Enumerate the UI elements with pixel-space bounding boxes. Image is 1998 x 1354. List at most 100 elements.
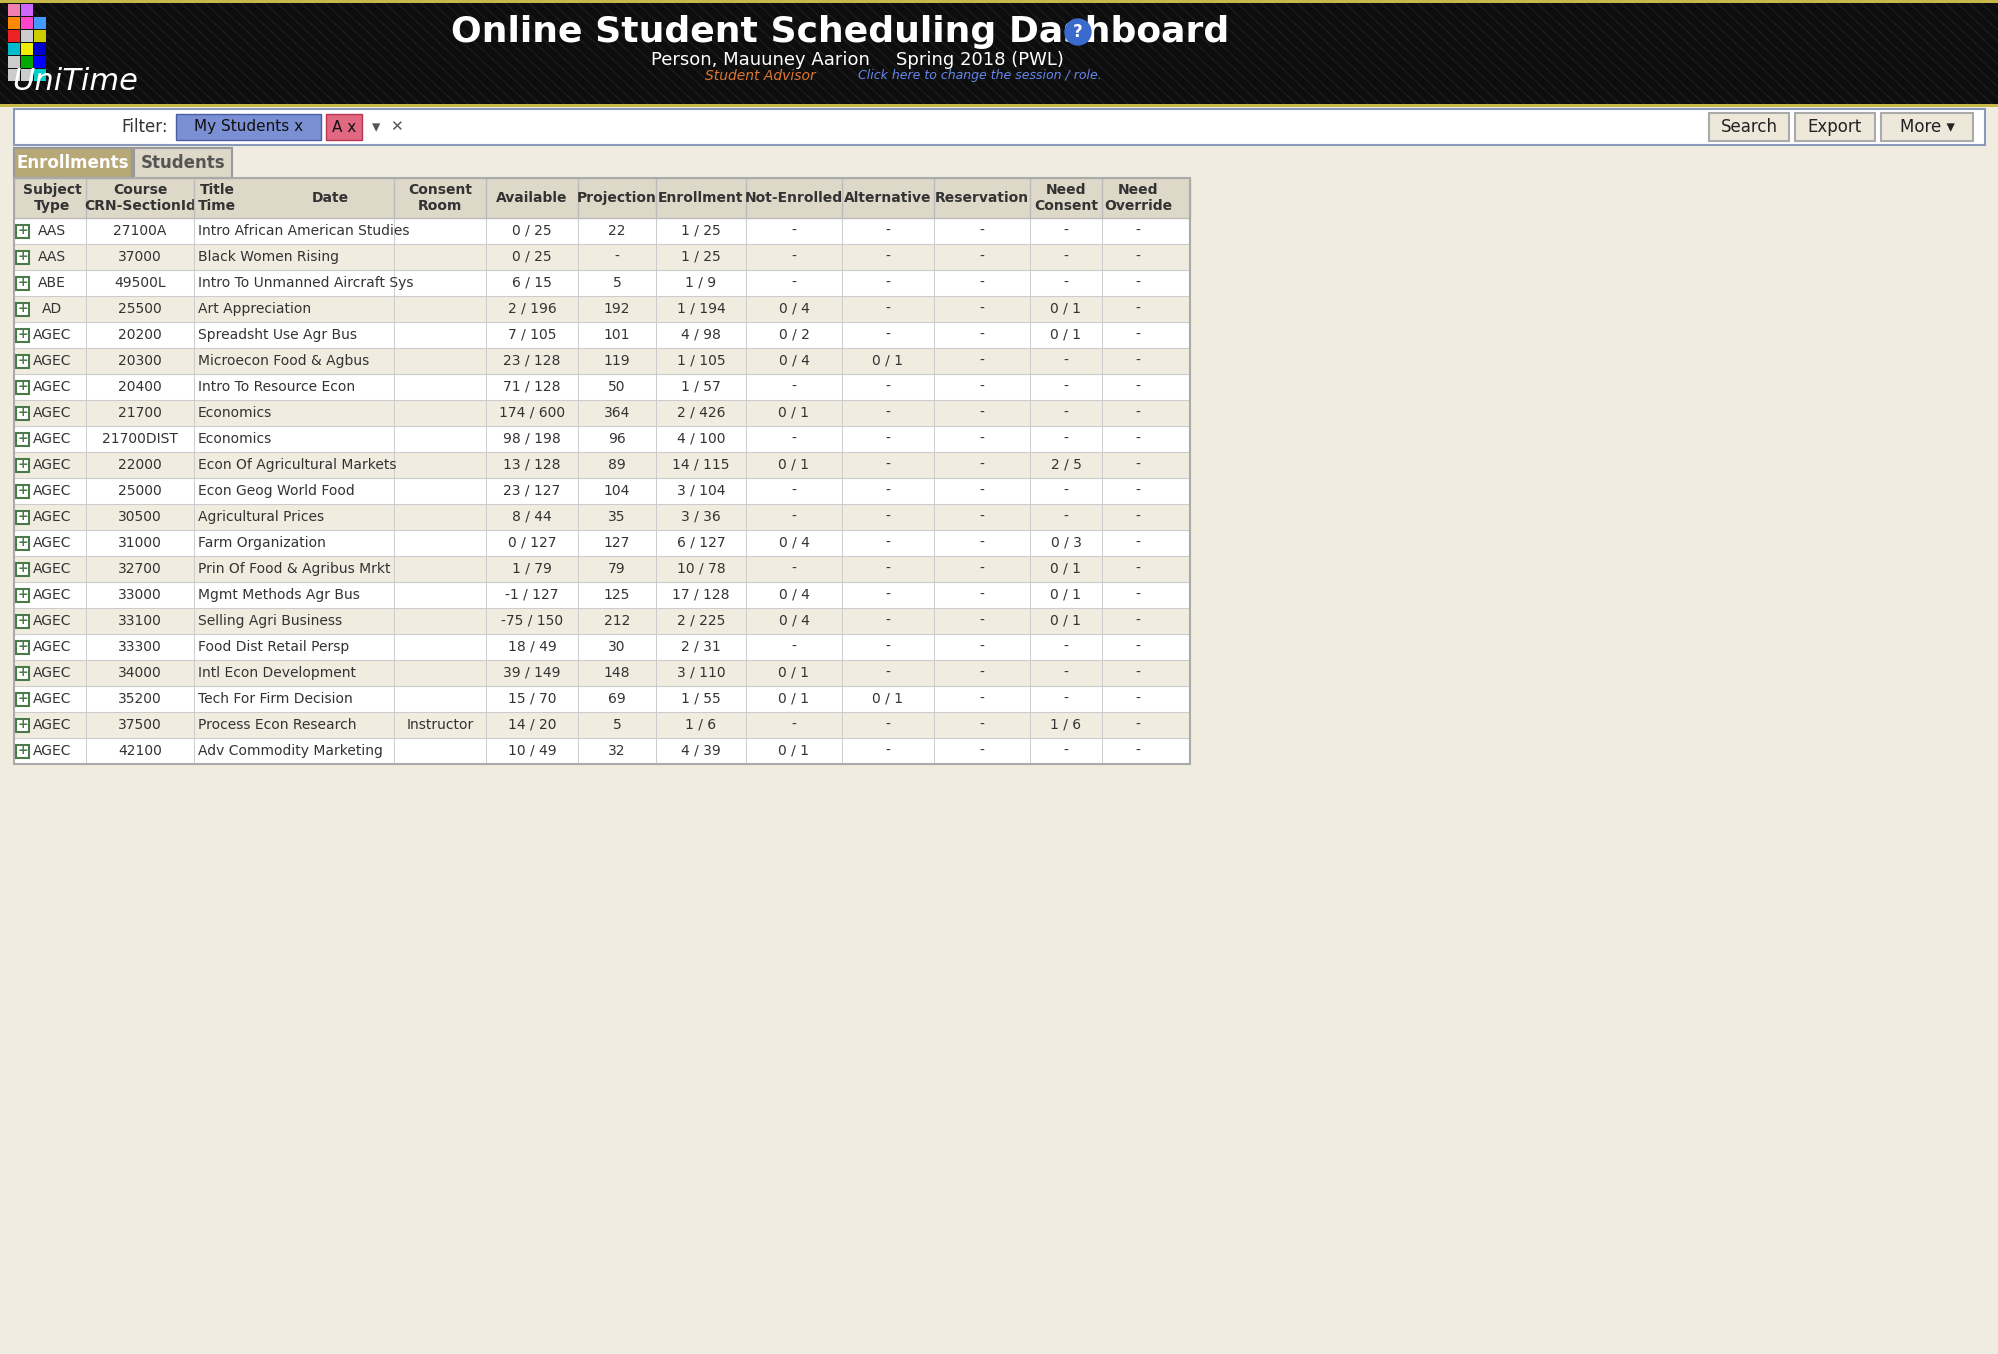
Text: -: -	[979, 328, 983, 343]
Bar	[8, 4, 20, 16]
Text: Selling Agri Business: Selling Agri Business	[198, 613, 342, 628]
Text: AGEC: AGEC	[32, 328, 72, 343]
Text: 30500: 30500	[118, 510, 162, 524]
Bar	[34, 18, 46, 28]
Bar	[14, 322, 1189, 348]
Text: Farm Organization: Farm Organization	[198, 536, 326, 550]
Text: 0 / 4: 0 / 4	[777, 302, 809, 315]
Text: 4 / 98: 4 / 98	[681, 328, 721, 343]
Text: 6 / 127: 6 / 127	[677, 536, 725, 550]
Text: Mgmt Methods Agr Bus: Mgmt Methods Agr Bus	[198, 588, 360, 603]
Bar	[16, 459, 30, 471]
Text: 13 / 128: 13 / 128	[503, 458, 561, 473]
Text: Export: Export	[1806, 118, 1862, 135]
Text: -: -	[1063, 666, 1067, 680]
Bar	[134, 148, 232, 177]
Text: 20300: 20300	[118, 353, 162, 368]
Text: -: -	[1063, 510, 1067, 524]
Text: -: -	[979, 718, 983, 733]
Text: -: -	[1063, 743, 1067, 758]
Text: Online Student Scheduling Dashboard: Online Student Scheduling Dashboard	[452, 15, 1229, 49]
Bar	[14, 686, 1189, 712]
Bar	[14, 738, 1189, 764]
Bar	[22, 43, 34, 56]
Text: 2 / 5: 2 / 5	[1051, 458, 1081, 473]
Bar	[16, 615, 30, 627]
Text: 0 / 1: 0 / 1	[777, 692, 809, 705]
Text: -: -	[979, 640, 983, 654]
Text: Instructor: Instructor	[406, 718, 474, 733]
Text: 0 / 25: 0 / 25	[511, 223, 551, 238]
Text: -1 / 127: -1 / 127	[505, 588, 559, 603]
Text: -: -	[885, 432, 889, 445]
Text: 10 / 78: 10 / 78	[677, 562, 725, 575]
Text: Intro To Resource Econ: Intro To Resource Econ	[198, 380, 356, 394]
Text: -: -	[979, 353, 983, 368]
Text: AD: AD	[42, 302, 62, 315]
Text: -: -	[979, 562, 983, 575]
Text: +: +	[18, 302, 28, 315]
Text: +: +	[18, 692, 28, 705]
Text: -: -	[1135, 223, 1141, 238]
Bar	[14, 348, 1189, 374]
Text: AGEC: AGEC	[32, 483, 72, 498]
Text: +: +	[18, 329, 28, 341]
Text: 0 / 1: 0 / 1	[777, 743, 809, 758]
Text: AGEC: AGEC	[32, 588, 72, 603]
Bar	[8, 43, 20, 56]
Bar	[14, 244, 1189, 269]
Text: 35: 35	[607, 510, 625, 524]
Text: +: +	[18, 589, 28, 601]
Text: -: -	[1063, 353, 1067, 368]
Text: -: -	[979, 510, 983, 524]
Bar	[16, 250, 30, 264]
Text: 25000: 25000	[118, 483, 162, 498]
Text: AGEC: AGEC	[32, 432, 72, 445]
Text: -: -	[1135, 276, 1141, 290]
Text: 37000: 37000	[118, 250, 162, 264]
Bar	[22, 56, 34, 68]
Text: 20400: 20400	[118, 380, 162, 394]
Text: -: -	[979, 536, 983, 550]
Bar	[0, 104, 1998, 107]
Text: -: -	[885, 588, 889, 603]
Bar	[16, 745, 30, 757]
Bar	[8, 30, 20, 42]
Text: AGEC: AGEC	[32, 743, 72, 758]
Text: -: -	[979, 380, 983, 394]
Text: 42100: 42100	[118, 743, 162, 758]
Text: 7 / 105: 7 / 105	[507, 328, 555, 343]
Text: 0 / 1: 0 / 1	[777, 458, 809, 473]
Text: 0 / 1: 0 / 1	[1051, 588, 1081, 603]
Text: 1 / 57: 1 / 57	[681, 380, 721, 394]
Text: 50: 50	[607, 380, 625, 394]
Text: -: -	[979, 250, 983, 264]
Text: -: -	[1063, 223, 1067, 238]
Text: -: -	[1135, 380, 1141, 394]
Text: AGEC: AGEC	[32, 718, 72, 733]
Bar	[14, 556, 1189, 582]
Text: -: -	[1135, 353, 1141, 368]
Text: 49500L: 49500L	[114, 276, 166, 290]
Text: 33300: 33300	[118, 640, 162, 654]
Text: 35200: 35200	[118, 692, 162, 705]
Text: Process Econ Research: Process Econ Research	[198, 718, 356, 733]
Text: 0 / 1: 0 / 1	[1051, 562, 1081, 575]
Text: 15 / 70: 15 / 70	[507, 692, 555, 705]
Bar	[22, 18, 34, 28]
Text: 104: 104	[603, 483, 629, 498]
Text: 125: 125	[603, 588, 629, 603]
Text: AGEC: AGEC	[32, 536, 72, 550]
Bar	[8, 18, 20, 28]
Text: 21700: 21700	[118, 406, 162, 420]
Bar	[14, 529, 1189, 556]
Text: 2 / 426: 2 / 426	[677, 406, 725, 420]
Text: 4 / 39: 4 / 39	[681, 743, 721, 758]
Bar	[34, 43, 46, 56]
Text: -: -	[979, 666, 983, 680]
Text: -: -	[979, 302, 983, 315]
Text: -: -	[885, 483, 889, 498]
Text: Course
CRN-SectionId: Course CRN-SectionId	[84, 183, 196, 213]
Text: 18 / 49: 18 / 49	[507, 640, 555, 654]
Text: -: -	[791, 380, 795, 394]
